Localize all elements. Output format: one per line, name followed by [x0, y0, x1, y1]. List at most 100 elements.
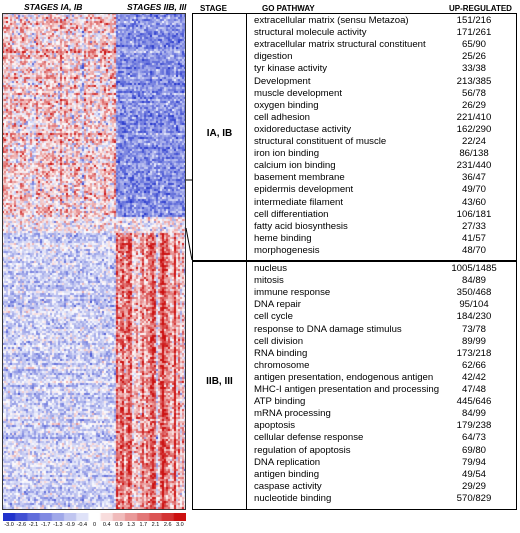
pathway-name: structural molecule activity	[254, 27, 367, 39]
pathway-row: antigen binding 49/54	[254, 469, 512, 481]
upregulated-count: 173/218	[456, 347, 492, 359]
color-scale-tick: -2.1	[28, 522, 39, 528]
pathway-row: epidermis development 49/70	[254, 184, 512, 196]
color-scale-tick: -1.7	[40, 522, 51, 528]
upregulated-count: 36/47	[461, 172, 486, 184]
pathway-row: cellular defense response 64/73	[254, 432, 512, 444]
color-scale-tick: 0.4	[102, 522, 111, 528]
pathway-row: cell adhesion 221/410	[254, 112, 512, 124]
upregulated-count: 79/94	[461, 456, 486, 468]
upregulated-count: 56/78	[461, 87, 486, 99]
upregulated-count: 213/385	[456, 75, 492, 87]
pathway-row: intermediate filament 43/60	[254, 197, 512, 209]
pathway-row: DNA repair 95/104	[254, 299, 512, 311]
upregulated-count: 84/99	[461, 408, 486, 420]
pathway-name: heme binding	[254, 232, 312, 244]
pathway-name: cell adhesion	[254, 111, 311, 123]
stages-late-label: STAGES IIB, III	[127, 2, 187, 12]
pathway-name: nucleotide binding	[254, 492, 332, 504]
pathway-row: cell differentiation 106/181	[254, 209, 512, 221]
pathway-name: immune response	[254, 287, 331, 299]
pathway-name: tyr kinase activity	[254, 63, 328, 75]
upregulated-count: 65/90	[461, 39, 486, 51]
pathway-row: muscle development 56/78	[254, 88, 512, 100]
upregulated-count: 29/29	[461, 480, 486, 492]
upregulated-count: 171/261	[456, 27, 492, 39]
go-pathway-header: GO PATHWAY	[262, 4, 315, 13]
color-scale-tick: 1.7	[139, 522, 148, 528]
color-scale-tick: 2.1	[151, 522, 160, 528]
upregulated-count: 95/104	[459, 299, 489, 311]
upregulated-count: 62/66	[461, 359, 486, 371]
stage-label: IIB, III	[206, 376, 233, 387]
pathway-name: digestion	[254, 51, 293, 63]
upregulated-count: 48/70	[461, 244, 486, 256]
color-scale-tick: -0.4	[77, 522, 88, 528]
pathway-row: oxygen binding 26/29	[254, 100, 512, 112]
pathway-row: digestion 25/26	[254, 51, 512, 63]
color-scale-tick: 0.9	[115, 522, 123, 528]
color-scale-tick: -3.0	[4, 522, 14, 528]
upregulated-count: 162/290	[456, 123, 492, 135]
pathway-name: basement membrane	[254, 172, 345, 184]
stages-early-label: STAGES IA, IB	[24, 2, 83, 12]
expression-heatmap	[2, 13, 186, 510]
color-scale-tick: -0.9	[65, 522, 75, 528]
upregulated-count: 221/410	[456, 111, 492, 123]
pathway-row: RNA binding 173/218	[254, 348, 512, 360]
pathway-name: antigen binding	[254, 468, 320, 480]
upregulated-count: 184/230	[456, 311, 492, 323]
color-scale-tick: -2.6	[16, 522, 27, 528]
pathway-row: apoptosis 179/238	[254, 420, 512, 432]
pathway-name: chromosome	[254, 359, 310, 371]
pathway-name: apoptosis	[254, 420, 296, 432]
pathway-row: fatty acid biosynthesis 27/33	[254, 221, 512, 233]
up-regulated-header: UP-REGULATED	[449, 4, 512, 13]
pathway-row: structural constituent of muscle 22/24	[254, 136, 512, 148]
pathway-name: DNA repair	[254, 299, 301, 311]
upregulated-count: 33/38	[461, 63, 486, 75]
go-pathway-table: IA, IB extracellular matrix (sensu Metazo…	[192, 13, 517, 510]
pathway-name: extracellular matrix structural constitu…	[254, 39, 426, 51]
pathway-name: cell differentiation	[254, 208, 329, 220]
pathway-row: mitosis 84/89	[254, 275, 512, 287]
pathway-name: calcium ion binding	[254, 160, 336, 172]
upregulated-count: 106/181	[456, 208, 492, 220]
pathway-name: antigen presentation, endogenous antigen	[254, 371, 434, 383]
pathway-name: mitosis	[254, 275, 284, 287]
pathway-row: calcium ion binding 231/440	[254, 160, 512, 172]
pathway-row: heme binding 41/57	[254, 233, 512, 245]
pathway-row: tyr kinase activity 33/38	[254, 63, 512, 75]
stage-label: IA, IB	[206, 128, 233, 139]
upregulated-count: 350/468	[456, 287, 492, 299]
color-scale-tick: 3.0	[176, 522, 184, 528]
pathway-name: mRNA processing	[254, 408, 331, 420]
pathway-name: morphogenesis	[254, 244, 320, 256]
stage-column-divider	[246, 14, 247, 509]
upregulated-count: 69/80	[461, 444, 486, 456]
pathway-row: mRNA processing 84/99	[254, 408, 512, 420]
pathway-name: RNA binding	[254, 347, 308, 359]
upregulated-count: 49/70	[461, 184, 486, 196]
pathway-name: regulation of apoptosis	[254, 444, 351, 456]
color-scale-tick: -1.3	[53, 522, 63, 528]
pathway-name: ATP binding	[254, 396, 306, 408]
pathway-name: cellular defense response	[254, 432, 364, 444]
group-divider	[193, 260, 516, 262]
upregulated-count: 47/48	[461, 384, 486, 395]
color-scale-bar	[3, 513, 186, 521]
upregulated-count: 231/440	[456, 160, 492, 172]
color-scale-tick: 2.6	[163, 522, 172, 528]
upregulated-count: 89/99	[461, 335, 486, 347]
upregulated-count: 64/73	[461, 432, 486, 444]
pathway-name: oxidoreductase activity	[254, 123, 352, 135]
pathway-row: caspase activity 29/29	[254, 481, 512, 493]
upregulated-count: 86/138	[459, 148, 489, 160]
pathway-row: oxidoreductase activity 162/290	[254, 124, 512, 136]
pathway-name: muscle development	[254, 87, 342, 99]
color-scale-tick: 1.3	[127, 522, 135, 528]
pathway-row: structural molecule activity 171/261	[254, 27, 512, 39]
pathway-name: response to DNA damage stimulus	[254, 323, 402, 335]
upregulated-count: 42/42	[461, 371, 486, 383]
